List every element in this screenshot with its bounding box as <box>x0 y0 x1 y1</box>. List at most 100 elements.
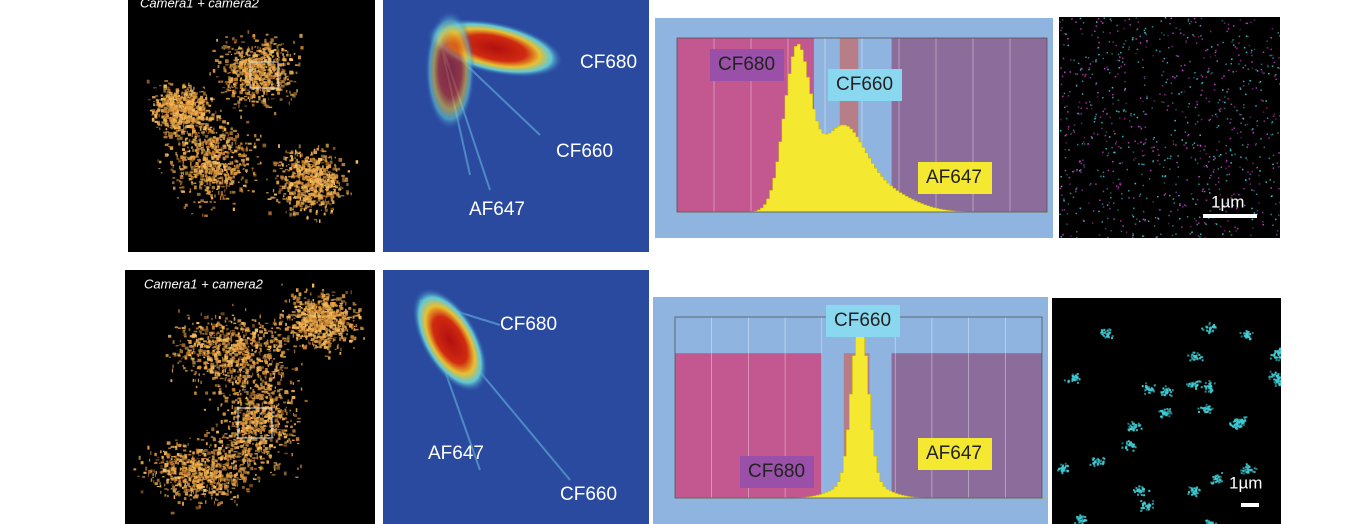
speckle <box>191 123 192 125</box>
speckle <box>258 96 260 97</box>
speckle <box>231 68 233 72</box>
speckle <box>216 167 218 170</box>
speckle <box>1176 162 1178 164</box>
speckle <box>1085 74 1087 76</box>
speckle <box>172 123 175 126</box>
speckle <box>321 162 324 164</box>
speckle <box>295 183 299 185</box>
speckle <box>281 413 284 414</box>
speckle <box>179 480 180 482</box>
speckle <box>271 55 274 56</box>
speckle <box>1079 161 1081 163</box>
speckle <box>1090 104 1092 106</box>
speckle <box>293 213 296 216</box>
speckle <box>267 453 269 454</box>
speckle <box>1081 123 1083 125</box>
speckle <box>1110 18 1112 20</box>
speckle <box>1200 145 1202 147</box>
speckle <box>249 359 251 362</box>
speckle <box>1258 202 1260 204</box>
speckle <box>1210 56 1212 58</box>
speckle <box>214 194 215 197</box>
speckle <box>225 54 229 56</box>
speckle <box>163 119 165 122</box>
speckle <box>1199 217 1201 219</box>
speckle <box>174 132 176 134</box>
speckle <box>220 373 222 374</box>
speckle <box>1092 61 1094 63</box>
speckle <box>1170 211 1172 213</box>
speckle <box>1135 38 1137 40</box>
speckle <box>1145 28 1147 30</box>
speckle <box>1077 144 1079 146</box>
speckle <box>1103 58 1105 60</box>
speckle <box>1176 75 1178 77</box>
speckle <box>283 63 284 67</box>
speckle <box>1090 183 1092 185</box>
speckle <box>215 111 216 114</box>
speckle <box>150 110 152 111</box>
speckle <box>1278 188 1280 190</box>
speckle <box>160 491 161 494</box>
speckle <box>1076 169 1078 171</box>
speckle <box>1214 84 1216 86</box>
speckle <box>1213 171 1215 173</box>
speckle <box>1174 77 1176 79</box>
speckle <box>239 376 242 379</box>
speckle <box>184 114 186 118</box>
speckle <box>237 74 240 77</box>
speckle <box>283 195 284 197</box>
speckle <box>199 181 203 183</box>
speckle <box>245 92 246 93</box>
speckle <box>1227 98 1229 100</box>
speckle <box>1212 115 1214 117</box>
speckle <box>223 412 226 415</box>
speckle <box>240 86 241 89</box>
speckle <box>199 159 200 161</box>
speckle <box>266 34 269 36</box>
speckle <box>265 104 267 107</box>
speckle <box>177 91 178 94</box>
speckle <box>1276 162 1278 164</box>
speckle <box>1268 137 1270 139</box>
speckle <box>1131 126 1133 128</box>
speckle <box>1230 138 1232 140</box>
speckle <box>189 139 191 142</box>
speckle <box>1133 151 1135 153</box>
speckle <box>241 159 245 162</box>
speckle <box>1273 115 1275 117</box>
speckle <box>196 119 199 120</box>
speckle <box>342 187 343 188</box>
speckle <box>1169 195 1171 197</box>
speckle <box>235 73 237 75</box>
speckle <box>1096 21 1098 23</box>
speckle <box>243 155 247 157</box>
speckle <box>209 169 212 172</box>
speckle <box>276 175 278 177</box>
speckle <box>244 96 247 97</box>
speckle <box>165 115 167 119</box>
speckle <box>179 129 183 131</box>
speckle <box>216 39 218 42</box>
speckle <box>1160 234 1162 236</box>
speckle <box>1089 101 1091 103</box>
speckle <box>1259 183 1261 185</box>
speckle <box>246 157 249 160</box>
speckle <box>291 98 292 101</box>
speckle <box>1133 208 1135 210</box>
speckle <box>1269 158 1271 160</box>
speckle <box>1066 105 1068 107</box>
speckle <box>226 328 229 329</box>
speckle <box>240 72 242 75</box>
speckle <box>229 183 233 185</box>
speckle <box>295 196 297 199</box>
speckle <box>196 132 197 133</box>
speckle <box>311 204 314 206</box>
speckle <box>151 109 155 112</box>
speckle <box>1186 40 1188 42</box>
speckle <box>248 46 249 48</box>
speckle <box>337 168 340 171</box>
speckle <box>1203 166 1205 168</box>
speckle <box>1254 49 1256 51</box>
speckle <box>1226 160 1228 162</box>
